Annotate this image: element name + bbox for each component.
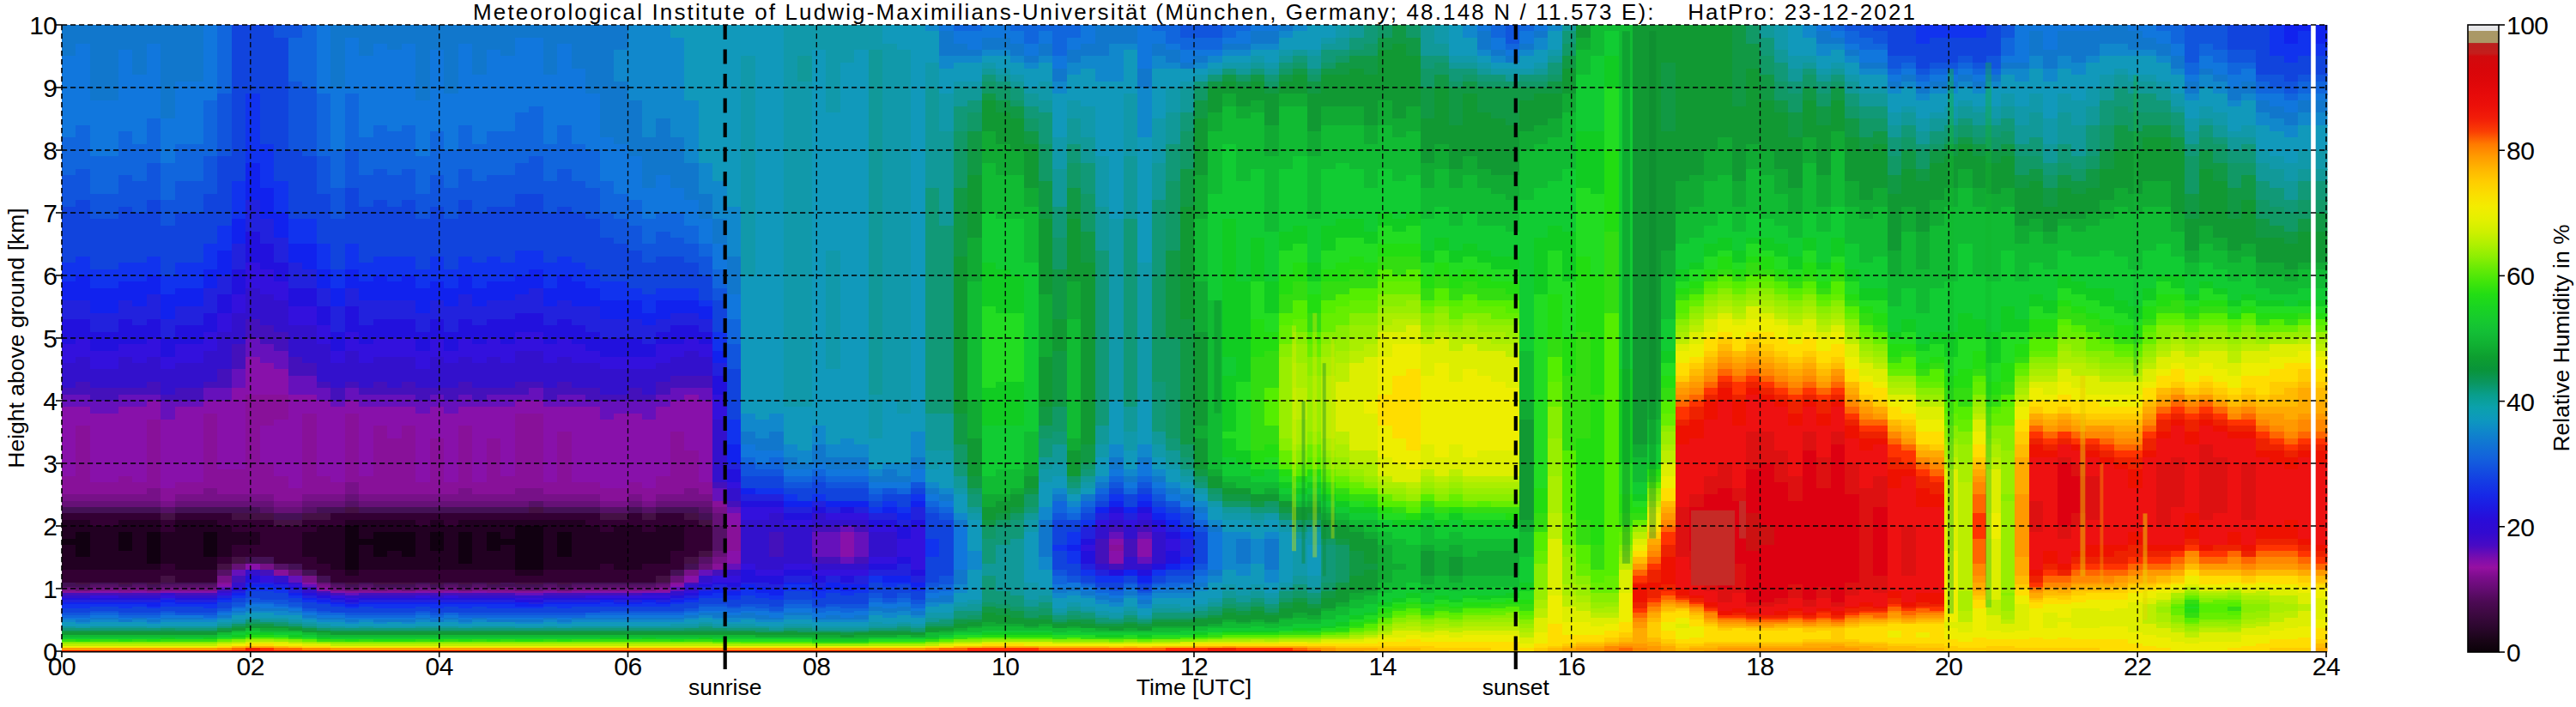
svg-text:20: 20 [1935, 652, 1962, 680]
svg-text:16: 16 [1558, 652, 1585, 680]
svg-text:1: 1 [43, 575, 57, 603]
svg-text:04: 04 [426, 652, 453, 680]
svg-text:20: 20 [2506, 513, 2534, 541]
svg-text:22: 22 [2124, 652, 2151, 680]
svg-text:0: 0 [43, 638, 57, 666]
svg-text:18: 18 [1746, 652, 1773, 680]
svg-text:Height above ground [km]: Height above ground [km] [3, 208, 29, 468]
svg-text:02: 02 [237, 652, 264, 680]
svg-text:06: 06 [614, 652, 641, 680]
svg-text:9: 9 [43, 74, 57, 102]
svg-text:100: 100 [2506, 11, 2549, 39]
svg-text:0: 0 [2506, 638, 2520, 667]
svg-text:6: 6 [43, 262, 57, 290]
svg-text:Relative Humidity in %: Relative Humidity in % [2549, 224, 2574, 451]
svg-text:08: 08 [803, 652, 830, 680]
svg-text:Time [UTC]: Time [UTC] [1136, 674, 1252, 700]
svg-text:10: 10 [29, 11, 57, 39]
svg-text:7: 7 [43, 199, 57, 227]
svg-text:sunrise: sunrise [688, 674, 761, 700]
svg-text:sunset: sunset [1482, 674, 1550, 700]
svg-text:4: 4 [43, 387, 57, 415]
svg-text:80: 80 [2506, 136, 2534, 165]
svg-text:3: 3 [43, 450, 57, 478]
svg-text:8: 8 [43, 136, 57, 165]
svg-text:40: 40 [2506, 388, 2534, 416]
svg-text:2: 2 [43, 512, 57, 541]
svg-text:14: 14 [1369, 652, 1397, 680]
svg-text:5: 5 [43, 324, 57, 353]
svg-text:10: 10 [991, 652, 1019, 680]
svg-text:Meteorological Institute of Lu: Meteorological Institute of Ludwig-Maxim… [473, 0, 1915, 25]
svg-text:24: 24 [2312, 652, 2340, 680]
svg-text:60: 60 [2506, 262, 2534, 290]
